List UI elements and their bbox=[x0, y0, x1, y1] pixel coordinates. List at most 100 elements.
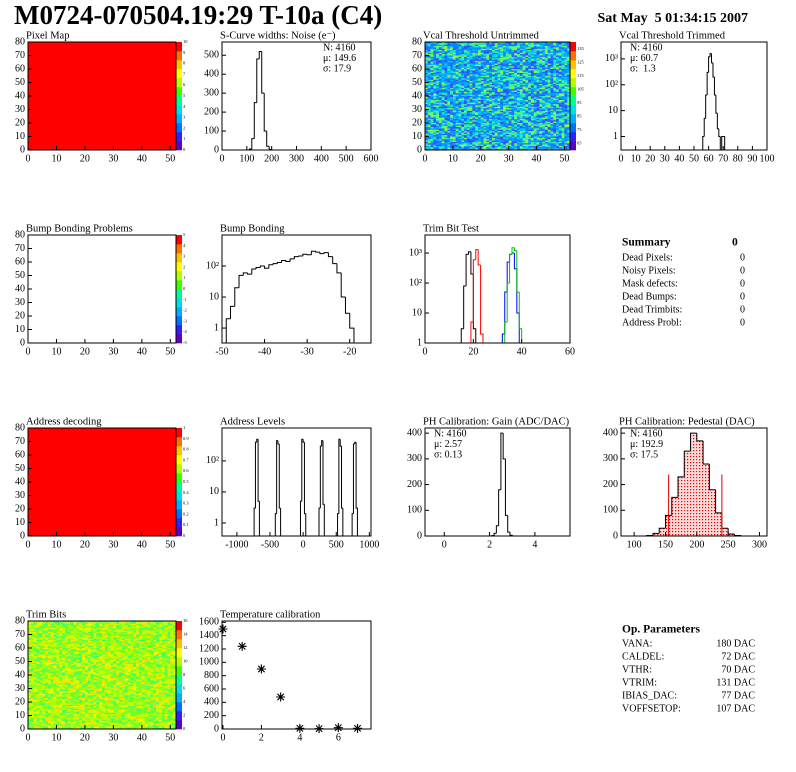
heatmap-cell bbox=[475, 132, 479, 135]
heatmap-cell bbox=[425, 101, 429, 104]
x-tick-label: -30 bbox=[300, 346, 313, 357]
heatmap-cell bbox=[430, 81, 434, 83]
heatmap-cell bbox=[558, 133, 562, 136]
heatmap-cell bbox=[525, 64, 529, 67]
panel-title: Vcal Threshold Trimmed bbox=[619, 30, 726, 41]
heatmap-cell bbox=[519, 96, 523, 98]
heatmap-cell bbox=[522, 98, 526, 101]
heatmap-cell bbox=[503, 42, 507, 44]
heatmap-cell bbox=[539, 147, 543, 149]
heatmap-cell bbox=[466, 51, 470, 54]
heatmap-cell bbox=[522, 43, 526, 45]
heatmap-cell bbox=[530, 52, 535, 55]
heatmap-cell bbox=[475, 101, 479, 104]
heatmap-cell bbox=[464, 67, 468, 70]
heatmap-cell bbox=[558, 98, 562, 101]
heatmap-cell bbox=[469, 117, 473, 120]
heatmap-cell bbox=[455, 112, 459, 114]
heatmap-cell bbox=[461, 110, 465, 113]
heatmap-cell bbox=[477, 141, 482, 144]
heatmap-cell bbox=[497, 83, 501, 86]
heatmap-cell bbox=[33, 718, 37, 720]
heatmap-cell bbox=[444, 79, 448, 82]
heatmap-cell bbox=[477, 70, 482, 72]
heatmap-cell bbox=[530, 135, 535, 137]
heatmap-cell bbox=[497, 137, 501, 140]
heatmap-cell bbox=[480, 110, 484, 113]
heatmap-cell bbox=[556, 82, 560, 85]
heatmap-cell bbox=[550, 135, 554, 137]
heatmap-cell bbox=[486, 112, 490, 114]
heatmap-cell bbox=[564, 102, 568, 105]
heatmap-cell bbox=[475, 44, 479, 47]
heatmap-cell bbox=[556, 81, 560, 83]
heatmap-cell bbox=[489, 43, 493, 45]
heatmap-cell bbox=[475, 66, 479, 68]
heatmap-cell bbox=[508, 106, 512, 109]
heatmap-cell bbox=[508, 97, 512, 99]
hist-bin bbox=[289, 258, 295, 262]
heatmap-cell bbox=[533, 69, 537, 71]
heatmap-cell bbox=[514, 63, 518, 66]
heatmap-cell bbox=[567, 63, 571, 66]
colorbar-segment bbox=[176, 51, 182, 61]
heatmap-cell bbox=[553, 129, 557, 132]
heatmap-cell bbox=[461, 118, 465, 121]
y-tick-label: 200 bbox=[407, 479, 422, 490]
heatmap-cell bbox=[30, 680, 34, 683]
heatmap-cell bbox=[461, 136, 465, 139]
heatmap-cell bbox=[511, 108, 515, 110]
heatmap-cell bbox=[450, 124, 454, 126]
heatmap-cell bbox=[464, 132, 468, 135]
heatmap-cell bbox=[472, 141, 476, 144]
heatmap-cell bbox=[447, 133, 451, 136]
colorbar-label: 2 bbox=[183, 125, 185, 130]
heatmap-cell bbox=[564, 44, 568, 47]
heatmap-cell bbox=[556, 145, 560, 148]
heatmap-cell bbox=[486, 52, 490, 55]
heatmap-cell bbox=[525, 127, 529, 129]
heatmap-cell bbox=[503, 90, 507, 93]
heatmap-cell bbox=[533, 120, 537, 122]
heatmap-cell bbox=[458, 104, 462, 106]
page-title: M0724-070504.19:29 T-10a (C4) bbox=[14, 0, 382, 30]
colorbar-label: 4 bbox=[183, 243, 186, 248]
heatmap-cell bbox=[505, 110, 509, 113]
heatmap-cell bbox=[542, 75, 546, 78]
heatmap-cell bbox=[28, 646, 32, 649]
heatmap-cell bbox=[517, 133, 521, 136]
heatmap-cell bbox=[539, 132, 543, 135]
heatmap-cell bbox=[36, 643, 40, 646]
heatmap-cell bbox=[550, 108, 554, 110]
heatmap-cell bbox=[469, 148, 473, 151]
heatmap-cell bbox=[28, 715, 32, 718]
heatmap-cell bbox=[461, 50, 465, 52]
heatmap-cell bbox=[508, 46, 512, 48]
heatmap-cell bbox=[519, 144, 523, 147]
heatmap-cell bbox=[544, 69, 548, 71]
heatmap-cell bbox=[466, 139, 470, 141]
heatmap-cell bbox=[450, 127, 454, 129]
heatmap-cell bbox=[447, 46, 451, 48]
heatmap-cell bbox=[553, 82, 557, 85]
heatmap-cell bbox=[561, 129, 565, 132]
heatmap-cell bbox=[547, 60, 551, 63]
colorbar-segment bbox=[176, 334, 182, 344]
heatmap-cell bbox=[491, 67, 496, 70]
heatmap-cell bbox=[505, 145, 509, 148]
heatmap-cell bbox=[561, 98, 565, 101]
heatmap-cell bbox=[539, 48, 543, 51]
heatmap-cell bbox=[491, 43, 496, 45]
heatmap-cell bbox=[28, 633, 32, 635]
heatmap-cell bbox=[517, 97, 521, 99]
heatmap-cell bbox=[525, 114, 529, 117]
heatmap-cell bbox=[433, 135, 437, 137]
heatmap-cells bbox=[425, 42, 571, 151]
heatmap-cell bbox=[425, 63, 429, 66]
heatmap-cell bbox=[425, 83, 429, 86]
heatmap-cell bbox=[483, 87, 487, 90]
heatmap-cell bbox=[539, 43, 543, 45]
heatmap-cell bbox=[438, 81, 443, 83]
heatmap-cell bbox=[522, 79, 526, 82]
heatmap-cell bbox=[438, 136, 443, 139]
